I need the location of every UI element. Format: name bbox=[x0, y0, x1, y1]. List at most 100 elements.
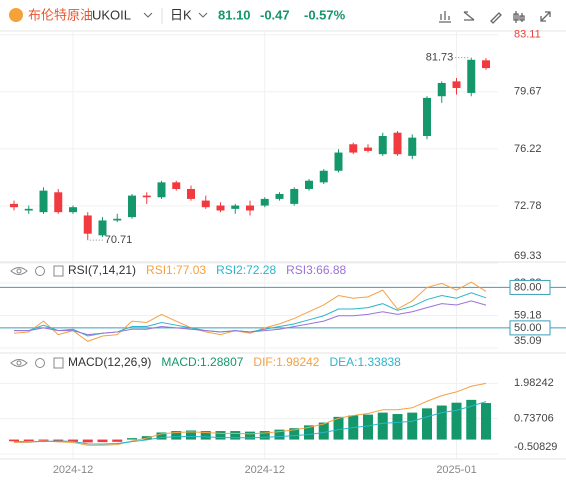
y-tick-label: 79.67 bbox=[514, 86, 542, 98]
macd-bar bbox=[23, 439, 34, 441]
candle-body bbox=[467, 59, 476, 93]
y-tick-label: 83.11 bbox=[514, 29, 541, 41]
toggle-icon[interactable] bbox=[53, 265, 64, 277]
y-tick-label: 69.33 bbox=[514, 250, 542, 262]
macd-bar bbox=[230, 431, 241, 440]
candle-body bbox=[260, 198, 269, 206]
macd-bar bbox=[333, 416, 344, 440]
y-tick-label: -0.50829 bbox=[514, 441, 557, 453]
level-label-box bbox=[509, 320, 551, 336]
symbol[interactable]: UKOIL bbox=[92, 7, 131, 22]
macd-bar bbox=[289, 428, 300, 440]
macd-bar bbox=[466, 399, 477, 440]
macd-bar bbox=[304, 425, 314, 440]
x-tick-label: 2024-12 bbox=[53, 464, 93, 476]
low-label: 70.71 bbox=[105, 234, 133, 246]
macd-bar bbox=[112, 439, 123, 442]
macd-bar bbox=[451, 402, 462, 440]
change: -0.47 bbox=[260, 7, 290, 22]
candle-body bbox=[10, 203, 18, 208]
visibility-icon[interactable] bbox=[10, 359, 28, 367]
macd-bar bbox=[127, 438, 137, 440]
period-caret[interactable] bbox=[198, 12, 208, 18]
level-label-box bbox=[509, 279, 551, 295]
y-tick-label: 1.98242 bbox=[514, 377, 554, 389]
visibility-icon-dot bbox=[16, 268, 22, 274]
y-tick-label: 72.78 bbox=[514, 200, 542, 212]
candle-button[interactable] bbox=[513, 11, 525, 23]
candle-body bbox=[423, 97, 431, 136]
candle-body bbox=[216, 205, 225, 211]
indicator-button[interactable] bbox=[439, 11, 451, 23]
candle-body bbox=[275, 193, 284, 199]
symbol-caret[interactable] bbox=[143, 12, 153, 18]
visibility-icon[interactable] bbox=[10, 267, 28, 275]
candle-body bbox=[437, 82, 446, 97]
change-pct: -0.57% bbox=[304, 7, 346, 22]
visibility-icon-dot bbox=[16, 360, 22, 366]
toggle-icon[interactable] bbox=[53, 357, 64, 369]
pen-button[interactable] bbox=[490, 12, 502, 24]
legend-entry: RSI2:72.28 bbox=[216, 263, 276, 277]
instrument-name: 布伦特原油 bbox=[28, 7, 93, 22]
macd-bar bbox=[259, 431, 270, 440]
settings-icon[interactable] bbox=[35, 266, 45, 276]
legend-entry: DIF:1.98242 bbox=[253, 355, 319, 369]
candle-body bbox=[393, 132, 402, 155]
indicator-title: MACD(12,26,9) bbox=[68, 355, 151, 369]
y-tick-label: 76.22 bbox=[514, 143, 542, 155]
macd-bar bbox=[245, 431, 255, 440]
candle-body bbox=[408, 137, 417, 156]
macd-bar bbox=[481, 403, 491, 440]
candle-body bbox=[39, 190, 48, 213]
legend-entry: DEA:1.33838 bbox=[329, 355, 401, 369]
indicator-line bbox=[13, 281, 487, 342]
high-label: 81.73 bbox=[426, 52, 454, 64]
period[interactable]: 日K bbox=[170, 7, 192, 22]
indicator-line bbox=[13, 401, 487, 445]
symbol-icon bbox=[9, 8, 23, 22]
candle-body bbox=[142, 195, 151, 198]
candle-body bbox=[128, 195, 136, 218]
legend-entry: RSI3:66.88 bbox=[286, 263, 346, 277]
candle-body bbox=[187, 188, 195, 199]
macd-bar bbox=[422, 408, 432, 440]
settings-icon[interactable] bbox=[35, 358, 45, 368]
macd-bar bbox=[53, 439, 64, 442]
macd-bar bbox=[82, 439, 93, 443]
macd-bar bbox=[363, 414, 373, 440]
candle-body bbox=[54, 192, 63, 213]
macd-bar bbox=[215, 431, 226, 440]
price: 81.10 bbox=[218, 7, 251, 22]
macd-bar bbox=[318, 422, 329, 440]
indicator-line bbox=[14, 382, 487, 446]
macd-bar bbox=[171, 431, 182, 440]
candle-body bbox=[24, 208, 33, 211]
macd-bar bbox=[38, 439, 49, 441]
candle-body bbox=[246, 205, 254, 211]
candle-body bbox=[69, 207, 77, 213]
candle-body bbox=[172, 182, 181, 189]
candle-body bbox=[201, 200, 210, 208]
candle-body bbox=[98, 220, 107, 236]
macd-bar bbox=[9, 439, 19, 442]
candle-body bbox=[349, 144, 358, 153]
fullscreen-button[interactable] bbox=[540, 11, 551, 22]
macd-bar bbox=[156, 432, 167, 440]
x-tick-label: 2024-12 bbox=[245, 464, 285, 476]
candle-body bbox=[378, 135, 387, 155]
candle-body bbox=[319, 170, 328, 183]
draw-button[interactable] bbox=[463, 11, 475, 21]
macd-bar bbox=[97, 439, 108, 443]
macd-bar bbox=[186, 430, 196, 440]
macd-bar bbox=[274, 429, 285, 440]
macd-bar bbox=[407, 412, 418, 440]
candle-body bbox=[113, 218, 122, 221]
level-label: 80.00 bbox=[514, 281, 542, 293]
candle-body bbox=[452, 81, 461, 88]
macd-bar bbox=[392, 414, 403, 440]
candle-body bbox=[334, 152, 343, 171]
y-tick-label: 59.18 bbox=[514, 309, 542, 321]
y-tick-label: 35.09 bbox=[514, 335, 542, 347]
legend-entry: MACD:1.28807 bbox=[161, 355, 243, 369]
